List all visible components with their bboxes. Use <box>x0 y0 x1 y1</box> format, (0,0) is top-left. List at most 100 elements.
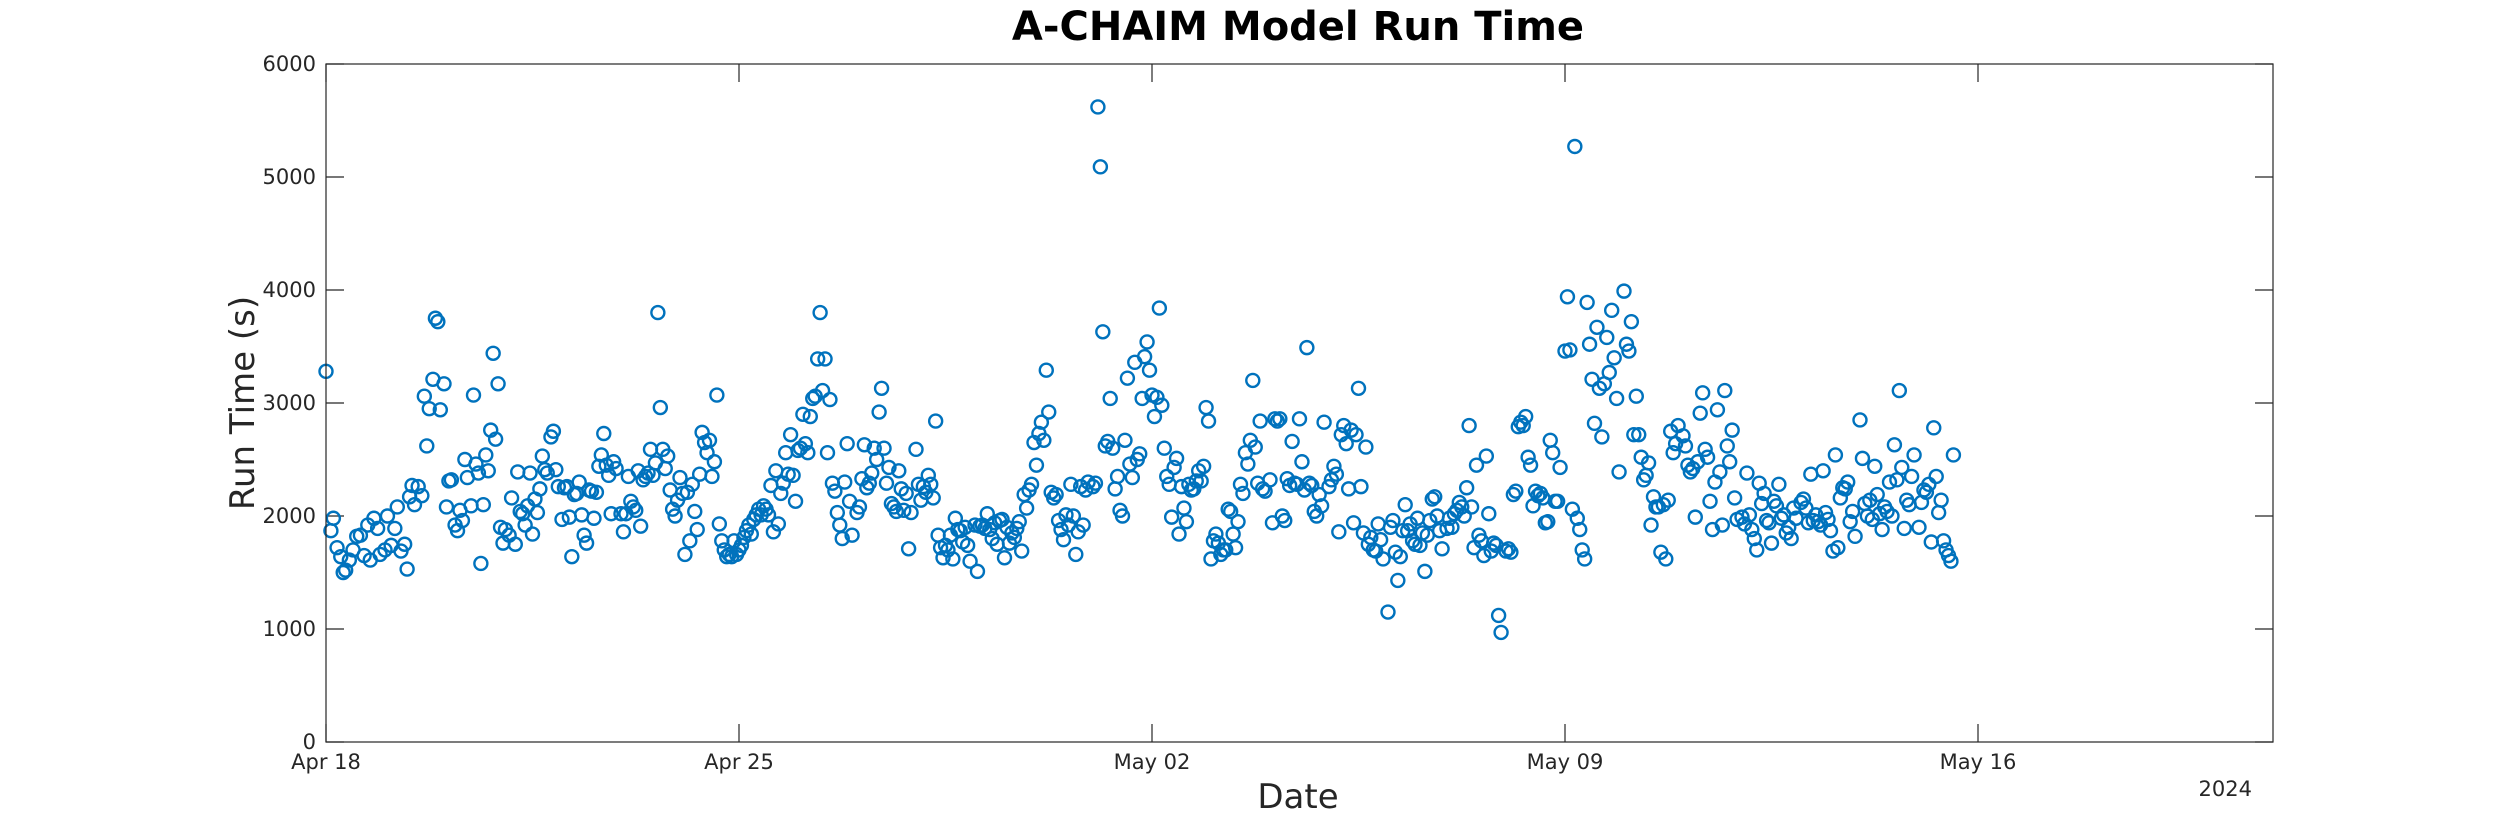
x-tick-label: May 09 <box>1527 750 1604 774</box>
data-point <box>1353 478 1369 495</box>
data-point <box>1906 447 1922 463</box>
data-point <box>1372 532 1389 548</box>
data-point <box>1065 508 1082 524</box>
x-tick-label: Apr 18 <box>291 750 361 774</box>
data-point <box>1918 484 1935 500</box>
data-point <box>684 476 700 493</box>
data-point <box>490 376 506 392</box>
data-point <box>430 313 446 330</box>
data-point <box>1331 524 1347 540</box>
data-point <box>851 499 868 515</box>
data-point <box>709 387 725 403</box>
data-point <box>1014 543 1030 559</box>
data-point <box>1867 458 1883 474</box>
data-point <box>615 524 632 540</box>
data-point <box>1712 464 1728 480</box>
data-point <box>839 435 855 452</box>
data-point <box>1621 343 1637 359</box>
data-point <box>1218 542 1234 558</box>
data-point <box>945 551 961 567</box>
data-point <box>613 506 629 522</box>
data-point <box>868 451 885 468</box>
data-point <box>787 493 804 510</box>
data-point <box>1245 372 1261 389</box>
data-point <box>1313 498 1330 514</box>
data-point <box>1581 336 1598 352</box>
data-point <box>1095 324 1111 340</box>
data-point <box>1540 513 1556 530</box>
data-point <box>1756 485 1772 502</box>
data-point <box>1655 497 1672 513</box>
data-point <box>1505 486 1522 503</box>
data-point <box>1658 551 1674 567</box>
data-point <box>1350 380 1367 397</box>
data-point <box>1611 464 1627 480</box>
chart-title: A-CHAIM Model Run Time <box>1012 4 1584 50</box>
x-tick-label: Apr 25 <box>704 750 774 774</box>
data-point <box>1033 414 1050 430</box>
data-point <box>1132 446 1148 462</box>
data-point <box>1018 500 1035 516</box>
data-point <box>1508 483 1524 499</box>
data-point <box>545 423 562 439</box>
data-point <box>856 437 873 453</box>
data-point <box>1699 449 1716 465</box>
data-point <box>1562 342 1578 358</box>
data-point <box>1232 476 1249 493</box>
data-point <box>586 510 602 526</box>
data-point <box>1830 539 1846 556</box>
data-point <box>608 460 624 477</box>
data-point <box>893 481 909 497</box>
data-point <box>1149 389 1165 406</box>
data-point <box>927 413 944 429</box>
data-point <box>837 474 853 490</box>
data-point <box>1626 426 1642 443</box>
data-point <box>876 440 892 456</box>
x-axis-year-label: 2024 <box>2199 777 2252 801</box>
data-point <box>1058 507 1074 523</box>
data-point <box>900 541 917 557</box>
data-point <box>1815 463 1831 479</box>
data-point <box>1840 474 1856 490</box>
y-tick-label: 5000 <box>263 165 316 189</box>
data-point <box>454 512 471 529</box>
data-point <box>814 382 831 399</box>
data-point <box>1852 412 1868 428</box>
y-tick-label: 0 <box>303 730 316 754</box>
y-axis-label: Run Time (s) <box>223 296 263 510</box>
data-point <box>1896 520 1912 537</box>
data-point <box>1090 99 1106 115</box>
data-point <box>632 518 649 534</box>
data-point <box>689 521 705 538</box>
data-point <box>410 478 426 495</box>
data-point <box>1193 473 1209 489</box>
data-point <box>1847 528 1863 545</box>
data-point <box>827 483 843 499</box>
data-point <box>1092 159 1109 175</box>
data-point <box>1500 541 1517 557</box>
data-point <box>1230 513 1246 530</box>
data-point <box>1009 520 1025 537</box>
data-point <box>1594 429 1610 445</box>
data-point <box>962 553 978 569</box>
data-point <box>1945 447 1962 463</box>
data-point <box>1195 458 1212 474</box>
data-point <box>578 535 595 551</box>
data-point <box>1643 517 1659 533</box>
data-point <box>341 552 358 568</box>
data-point <box>871 404 887 420</box>
data-point <box>844 527 860 543</box>
data-point <box>1267 411 1283 427</box>
data-point <box>1606 350 1622 366</box>
data-point <box>1739 465 1755 481</box>
data-point <box>1348 426 1364 443</box>
data-point <box>625 499 641 515</box>
data-point <box>389 499 405 515</box>
data-point <box>1795 491 1812 507</box>
data-point <box>822 391 838 408</box>
data-point <box>1114 508 1131 524</box>
data-point <box>677 546 693 563</box>
data-point <box>1714 517 1731 533</box>
data-point <box>598 457 614 473</box>
data-point <box>1599 329 1615 346</box>
